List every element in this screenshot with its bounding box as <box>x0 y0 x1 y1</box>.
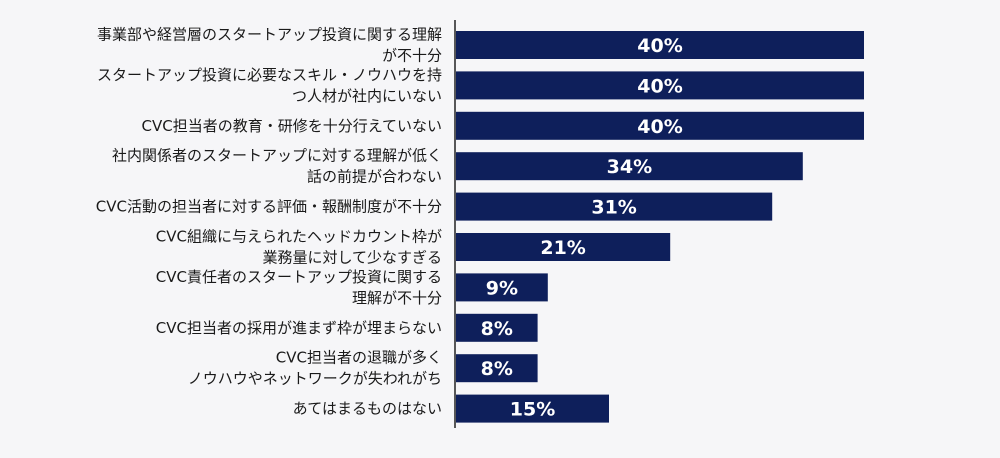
bar-4 <box>456 192 773 221</box>
category-label-2-line-0: CVC担当者の教育・研修を十分行えていない <box>142 117 442 135</box>
bar-0 <box>456 31 864 59</box>
category-label-3-line-1: 話の前提が合わない <box>307 168 442 186</box>
category-labels-group: 事業部や経営層のスタートアップ投資に関する理解が不十分スタートアップ投資に必要な… <box>96 26 442 418</box>
bar-5 <box>456 233 671 261</box>
category-label-8-line-0: CVC担当者の退職が多く <box>276 349 442 367</box>
bar-9 <box>456 394 609 423</box>
bar-value-label-2: 40% <box>637 116 682 138</box>
bar-value-label-8: 8% <box>481 358 513 380</box>
category-label-0-line-0: 事業部や経営層のスタートアップ投資に関する理解 <box>97 26 442 44</box>
bar-value-label-1: 40% <box>637 75 682 97</box>
category-label-8-line-1: ノウハウやネットワークが失われがち <box>188 370 442 388</box>
category-label-9-line-0: あてはまるものはない <box>293 400 442 418</box>
bar-value-label-3: 34% <box>607 156 652 178</box>
bar-2 <box>456 111 864 140</box>
bars-group: 40% 40% 40% 34% 31% 21% 9% 8% 8% 15% <box>456 31 864 423</box>
bar-value-label-5: 21% <box>540 237 585 259</box>
category-label-7-line-0: CVC担当者の採用が進まず枠が埋まらない <box>156 319 442 337</box>
bar-value-label-7: 8% <box>481 318 513 340</box>
category-label-1-line-1: つ人材が社内にいない <box>292 87 442 105</box>
category-label-3-line-0: 社内関係者のスタートアップに対する理解が低く <box>112 147 442 165</box>
bar-3 <box>456 152 803 181</box>
category-label-5-line-1: 業務量に対して少なすぎる <box>262 249 442 267</box>
bar-6 <box>456 273 548 302</box>
category-label-1-line-0: スタートアップ投資に必要なスキル・ノウハウを持 <box>97 66 442 84</box>
category-label-4-line-0: CVC活動の担当者に対する評価・報酬制度が不十分 <box>96 198 442 216</box>
bar-value-label-9: 15% <box>510 399 555 421</box>
category-label-6-line-1: 理解が不十分 <box>352 289 442 307</box>
category-label-0-line-1: が不十分 <box>382 47 442 65</box>
category-label-6-line-0: CVC責任者のスタートアップ投資に関する <box>156 268 442 286</box>
bar-value-label-4: 31% <box>591 197 636 219</box>
bar-1 <box>456 71 864 100</box>
bar-8 <box>456 354 538 383</box>
bar-value-label-0: 40% <box>637 35 682 57</box>
bar-value-label-6: 9% <box>486 277 518 299</box>
category-label-5-line-0: CVC組織に与えられたヘッドカウント枠が <box>156 228 442 246</box>
bar-7 <box>456 313 538 342</box>
